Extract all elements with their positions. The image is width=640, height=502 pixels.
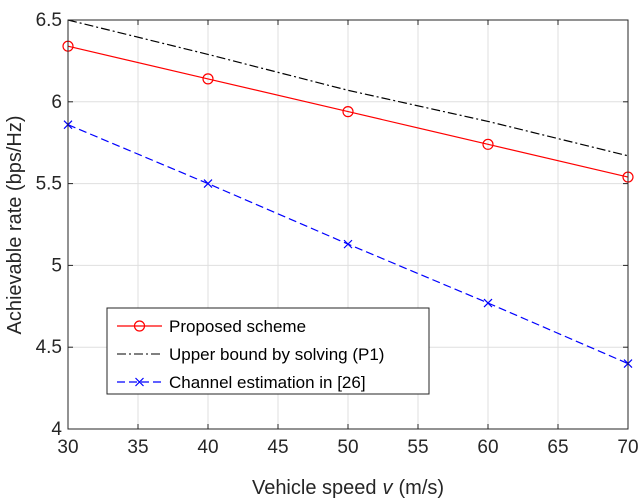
- legend-marker-circle-icon: [133, 320, 146, 332]
- legend-label-proposed: Proposed scheme: [169, 317, 306, 336]
- data-point-circle: [482, 138, 494, 150]
- y-tick-label: 5.5: [36, 174, 62, 195]
- y-tick-label: 5: [51, 255, 62, 276]
- legend-entry-proposed: Proposed scheme: [117, 317, 306, 336]
- x-tick-label: 70: [617, 437, 638, 458]
- data-point-x: [343, 239, 353, 249]
- series-line-1: [67, 19, 629, 157]
- x-tick-label: 40: [197, 437, 218, 458]
- legend-label-upper-bound: Upper bound by solving (P1): [169, 345, 384, 364]
- x-tick-label: 55: [407, 437, 428, 458]
- x-axis-variable: v: [383, 477, 394, 499]
- x-axis-title-text: Vehicle speed: [252, 477, 377, 499]
- series-1: [67, 19, 629, 157]
- data-point-circle: [342, 106, 354, 118]
- x-tick-label: 65: [547, 437, 568, 458]
- x-tick-label: 60: [477, 437, 498, 458]
- x-tick-label: 35: [127, 437, 148, 458]
- tick-marks: [67, 19, 629, 430]
- y-tick-label: 6.5: [36, 10, 62, 31]
- data-point-x: [203, 179, 213, 189]
- legend-marker-x-icon: [135, 377, 144, 387]
- y-tick-label: 4.5: [36, 337, 62, 358]
- x-axis-unit: (m/s): [399, 477, 445, 499]
- legend-entry-channel-estimation: Channel estimation in [26]: [117, 373, 366, 392]
- x-tick-label: 30: [57, 437, 78, 458]
- legend: Proposed scheme Upper bound by solving (…: [106, 307, 430, 395]
- series-line-0: [67, 45, 629, 178]
- y-tick-label: 6: [51, 92, 62, 113]
- legend-label-channel-estimation: Channel estimation in [26]: [169, 373, 366, 392]
- x-axis-title: Vehicle speed v (m/s): [252, 477, 444, 499]
- x-tick-label: 45: [267, 437, 288, 458]
- x-tick-label: 50: [337, 437, 358, 458]
- legend-entry-upper-bound: Upper bound by solving (P1): [117, 345, 384, 364]
- legend-box: [106, 307, 430, 395]
- data-point-circle: [202, 73, 214, 85]
- y-axis-title: Achievable rate (bps/Hz): [4, 116, 26, 335]
- x-tick-labels: 30 35 40 45 50 55 60 65 70: [57, 437, 638, 458]
- data-point-x: [483, 298, 493, 308]
- y-tick-labels: 4 4.5 5 5.5 6 6.5: [36, 10, 63, 440]
- y-tick-label: 4: [51, 419, 62, 440]
